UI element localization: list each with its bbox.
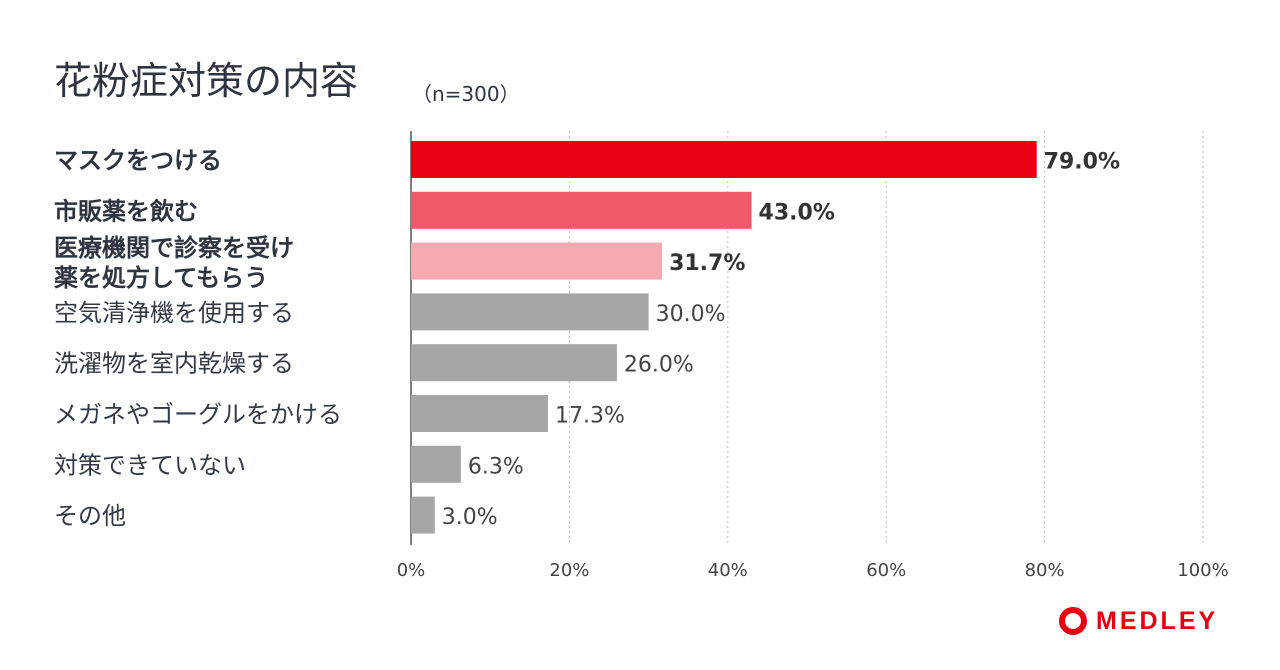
bar bbox=[411, 293, 649, 331]
x-tick-label: 80% bbox=[1025, 560, 1065, 581]
value-label: 43.0% bbox=[759, 200, 835, 225]
bar bbox=[411, 496, 435, 534]
category-label: 市販薬を飲む bbox=[54, 197, 198, 225]
bar bbox=[411, 141, 1037, 178]
category-label: メガネやゴーグルをかける bbox=[54, 401, 342, 429]
category-label: マスクをつける bbox=[54, 147, 222, 175]
value-label: 26.0% bbox=[624, 353, 694, 378]
value-label: 17.3% bbox=[555, 404, 625, 429]
bar bbox=[411, 344, 617, 382]
x-tick-label: 100% bbox=[1177, 560, 1228, 581]
logo-text: MEDLEY bbox=[1096, 606, 1219, 635]
value-label: 3.0% bbox=[442, 505, 498, 530]
bar bbox=[411, 191, 752, 229]
category-label: 対策できていない bbox=[54, 451, 246, 479]
category-label: その他 bbox=[54, 502, 126, 530]
bar bbox=[411, 395, 549, 432]
x-tick-label: 60% bbox=[866, 560, 906, 581]
x-tick-label: 0% bbox=[397, 560, 426, 581]
chart-subtitle: （n=300） bbox=[412, 82, 520, 106]
category-label: 空気清浄機を使用する bbox=[54, 299, 294, 327]
value-label: 31.7% bbox=[669, 251, 745, 276]
bar bbox=[411, 242, 663, 280]
medley-mark-icon bbox=[1059, 607, 1087, 635]
category-label: 洗濯物を室内乾燥する bbox=[54, 350, 294, 378]
value-label: 30.0% bbox=[656, 302, 726, 327]
bar bbox=[411, 445, 461, 483]
bar-chart: 0% 20% 40% 60% 80% 100% 79.0% マスクをつける 43.0% 市販薬を飲… bbox=[54, 131, 1229, 581]
chart-title: 花粉症対策の内容 bbox=[54, 59, 359, 103]
x-tick-label: 40% bbox=[708, 560, 748, 581]
x-tick-label: 20% bbox=[549, 560, 589, 581]
category-label: 薬を処方してもらう bbox=[54, 264, 268, 292]
medley-logo: MEDLEY bbox=[1058, 606, 1218, 636]
value-label: 79.0% bbox=[1044, 150, 1120, 175]
category-label: 医療機関で診察を受け bbox=[54, 234, 294, 262]
value-label: 6.3% bbox=[468, 454, 524, 479]
